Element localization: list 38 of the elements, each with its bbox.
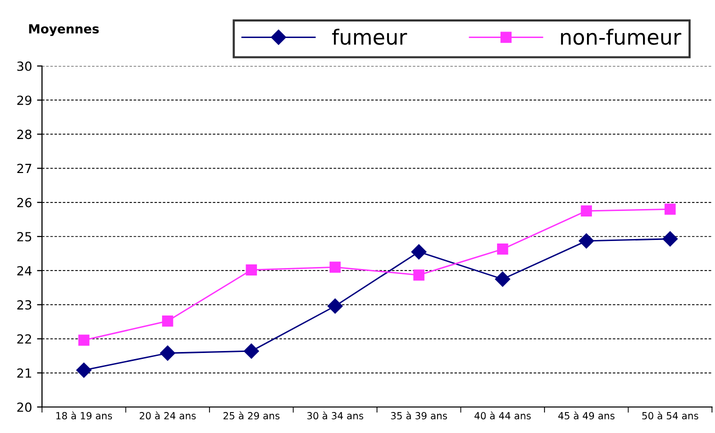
y-tick-label: 30 (17, 61, 32, 71)
x-tick-label: 45 à 49 ans (558, 411, 614, 420)
x-tick-label: 20 à 24 ans (140, 411, 196, 420)
point (76, 362, 92, 378)
legend-label: fumeur (332, 28, 408, 45)
x-tick-label: 35 à 39 ans (391, 411, 447, 420)
y-axis-title: Moyennes (29, 24, 99, 36)
x-tick-label: 50 à 54 ans (642, 411, 698, 420)
y-tick-label: 20 (17, 402, 32, 412)
point (662, 231, 678, 246)
point (413, 269, 424, 281)
y-tick-label: 21 (17, 368, 32, 378)
y-tick-label: 22 (17, 334, 32, 344)
point (244, 344, 259, 359)
point (246, 264, 257, 276)
x-tick-label: 40 à 44 ans (474, 411, 531, 420)
point (330, 262, 341, 273)
point (497, 244, 508, 255)
legend-label: non-fumeur (561, 28, 682, 45)
y-tick-label: 28 (17, 130, 32, 140)
y-tick-label: 27 (17, 164, 32, 174)
point (160, 346, 176, 361)
x-tick-label: 25 à 29 ans (224, 411, 280, 420)
point (328, 298, 343, 314)
y-tick-label: 24 (17, 266, 32, 276)
point (580, 205, 592, 216)
x-tick-label: 18 à 19 ans (56, 411, 112, 420)
y-tick-label: 29 (17, 96, 32, 106)
x-tick-label: 30 à 34 ans (307, 411, 364, 420)
y-tick-label: 26 (17, 198, 32, 208)
point (162, 316, 174, 327)
point (495, 272, 510, 287)
point (578, 233, 594, 249)
point (664, 204, 676, 215)
y-tick-label: 23 (17, 300, 32, 310)
point (78, 334, 90, 346)
point (411, 244, 426, 260)
y-tick-label: 25 (17, 232, 32, 242)
